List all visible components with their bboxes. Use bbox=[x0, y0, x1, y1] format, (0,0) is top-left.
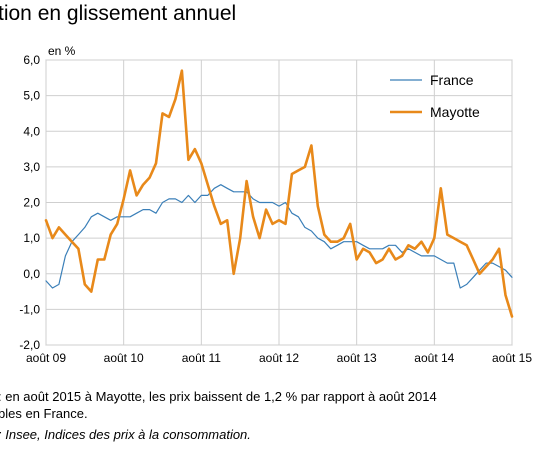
x-tick-label: août 13 bbox=[337, 351, 377, 365]
y-tick-label: 4,0 bbox=[23, 124, 40, 138]
footnote-line-2: bles en France. bbox=[0, 406, 88, 421]
y-tick-label: 0,0 bbox=[23, 267, 40, 281]
x-tick-label: août 09 bbox=[26, 351, 66, 365]
y-tick-label: -1,0 bbox=[19, 302, 40, 316]
y-tick-label: 1,0 bbox=[23, 231, 40, 245]
y-tick-label: 3,0 bbox=[23, 160, 40, 174]
y-tick-label: 2,0 bbox=[23, 196, 40, 210]
x-tick-label: août 11 bbox=[182, 351, 221, 365]
series-line-mayotte bbox=[44, 69, 514, 318]
series-line-france bbox=[45, 184, 513, 289]
x-tick-label: août 14 bbox=[414, 351, 454, 365]
y-tick-label: -2,0 bbox=[19, 338, 40, 352]
y-axis-unit-label: en % bbox=[48, 44, 76, 58]
legend-label-france: France bbox=[430, 72, 474, 88]
footnote-line-1: : en août 2015 à Mayotte, les prix baiss… bbox=[0, 389, 437, 404]
x-tick-label: août 10 bbox=[104, 351, 144, 365]
chart-title: tion en glissement annuel bbox=[0, 2, 237, 25]
y-tick-label: 5,0 bbox=[23, 89, 40, 103]
x-tick-label: août 15 bbox=[492, 351, 532, 365]
x-tick-label: août 12 bbox=[259, 351, 299, 365]
source-note: : Insee, Indices des prix à la consommat… bbox=[0, 427, 251, 442]
legend-label-mayotte: Mayotte bbox=[430, 104, 480, 120]
y-tick-label: 6,0 bbox=[23, 53, 40, 67]
